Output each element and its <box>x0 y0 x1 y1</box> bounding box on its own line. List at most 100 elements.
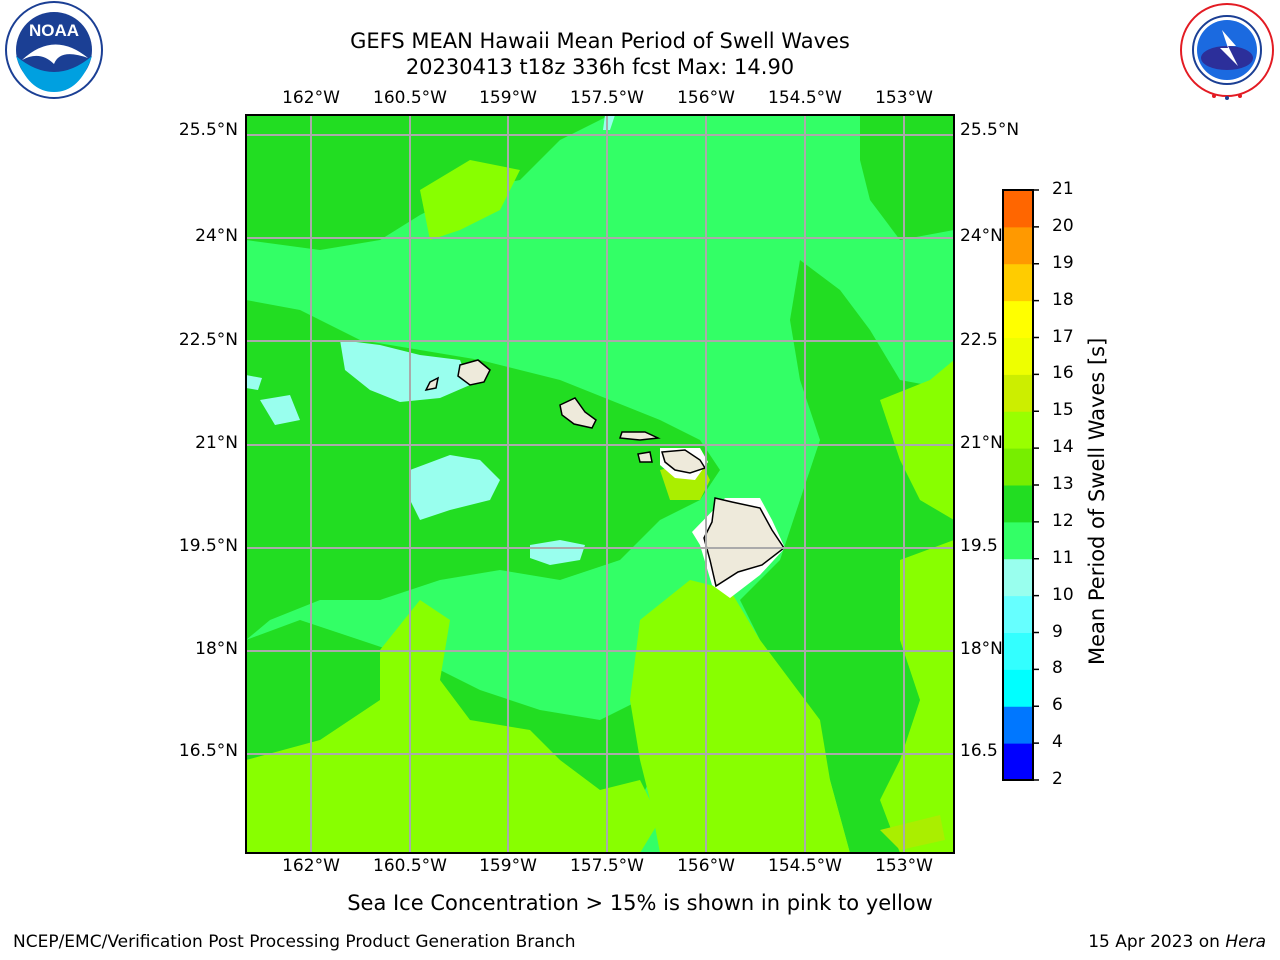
map-base-field <box>246 115 954 853</box>
map-subtitle: 20230413 t18z 336h fcst Max: 14.90 <box>405 55 795 79</box>
colorbar-label: 11 <box>1052 547 1074 568</box>
colorbar-label: 8 <box>1052 658 1063 679</box>
lat-label-right: 24°N <box>960 226 1003 246</box>
lon-label-top: 153°W <box>875 88 933 108</box>
noaa-logo: NOAA <box>5 1 103 99</box>
footer-date-text: 15 Apr 2023 on <box>1088 932 1226 952</box>
contour-band-13-14 <box>660 460 710 500</box>
contour-band-11-12 <box>860 115 954 240</box>
lat-label-right: 21°N <box>960 433 1003 453</box>
colorbar-segment <box>1003 632 1033 670</box>
lat-label-right: 16.5 <box>960 741 998 761</box>
lat-label-left: 24°N <box>195 226 238 246</box>
colorbar-segment <box>1003 521 1033 560</box>
colorbar-label: 2 <box>1052 769 1063 789</box>
colorbar-label: 21 <box>1052 179 1074 199</box>
lon-label-bottom: 157.5°W <box>570 856 644 876</box>
noaa-logo-text: NOAA <box>29 21 79 40</box>
island-hawaii <box>703 497 786 588</box>
contour-band-9-10 <box>410 455 500 520</box>
contour-band-9-10 <box>246 375 262 390</box>
colorbar-label: 14 <box>1052 437 1074 458</box>
island-niihau <box>424 376 440 392</box>
colorbar-segment <box>1003 595 1033 633</box>
lat-label-right: 22.5 <box>960 330 998 350</box>
island-mask-hawaii <box>692 498 785 598</box>
contour-band-12-13 <box>880 540 954 853</box>
lon-label-top: 159°W <box>479 88 537 108</box>
island-lanai <box>637 451 653 463</box>
sea-ice-note: Sea Ice Concentration > 15% is shown in … <box>347 891 933 915</box>
contour-band-9-10 <box>340 340 470 402</box>
lon-label-bottom: 162°W <box>282 856 340 876</box>
colorbar-segment <box>1003 190 1033 228</box>
colorbar-label: 10 <box>1052 584 1074 605</box>
graticule <box>246 115 954 853</box>
colorbar-segment <box>1003 263 1033 302</box>
contour-band-9-10 <box>603 115 615 130</box>
contour-band-12-13 <box>630 580 850 853</box>
map-frame <box>245 114 955 854</box>
contour-band-12-13 <box>880 360 954 520</box>
colorbar-label: 9 <box>1052 621 1063 642</box>
colorbar-segment <box>1003 669 1033 707</box>
footer-date: 15 Apr 2023 on Hera <box>1088 932 1266 952</box>
lat-label-left: 25.5°N <box>178 120 238 140</box>
lat-label-left: 19.5°N <box>178 536 238 556</box>
island-mask-maui <box>660 448 708 480</box>
colorbar-segment <box>1003 374 1033 412</box>
colorbar-label: 20 <box>1052 215 1074 236</box>
lon-label-top: 156°W <box>677 88 735 108</box>
lon-label-top: 162°W <box>282 88 340 108</box>
island-molokai <box>618 431 661 441</box>
colorbar-segment <box>1003 448 1033 486</box>
contour-band-11-12 <box>740 260 954 853</box>
lat-label-right: 18°N <box>960 639 1003 659</box>
map-title: GEFS MEAN Hawaii Mean Period of Swell Wa… <box>350 29 850 53</box>
lat-label-left: 22.5°N <box>178 330 238 350</box>
colorbar-segment <box>1003 300 1033 338</box>
lat-label-left: 21°N <box>195 433 238 453</box>
lon-label-bottom: 154.5°W <box>768 856 842 876</box>
colorbar-label: 13 <box>1052 474 1074 494</box>
contour-band-13-14 <box>880 815 945 850</box>
colorbar-label: 16 <box>1052 363 1074 384</box>
lon-label-top: 157.5°W <box>570 88 644 108</box>
contour-band-11-12 <box>246 115 610 250</box>
colorbar-label: 18 <box>1052 289 1074 310</box>
island-maui <box>661 449 707 474</box>
island-kauai <box>457 359 491 386</box>
colorbar-segment <box>1003 485 1033 523</box>
lon-label-top: 154.5°W <box>768 88 842 108</box>
lon-label-top: 160.5°W <box>373 88 447 108</box>
colorbar-label: 15 <box>1052 400 1074 421</box>
contour-band-11-12 <box>246 300 720 640</box>
lon-label-bottom: 160.5°W <box>373 856 447 876</box>
lon-label-bottom: 159°W <box>479 856 537 876</box>
lat-label-right: 25.5°N <box>960 120 1020 140</box>
contour-band-12-13 <box>246 600 660 853</box>
colorbar-label: 19 <box>1052 252 1074 273</box>
colorbar-segment <box>1003 558 1033 597</box>
colorbar-title: Mean Period of Swell Waves [s] <box>1085 337 1109 665</box>
colorbar-label: 17 <box>1052 326 1074 347</box>
colorbar-segment <box>1003 411 1033 449</box>
colorbar-segment <box>1003 226 1033 265</box>
colorbar-label: 12 <box>1052 510 1074 531</box>
colorbar-segment <box>1003 743 1033 781</box>
footer-host: Hera <box>1225 932 1266 952</box>
colorbar-segment <box>1003 337 1033 375</box>
contour-band-12-13 <box>420 160 520 240</box>
island-oahu <box>559 397 597 429</box>
footer-credit: NCEP/EMC/Verification Post Processing Pr… <box>13 932 576 952</box>
colorbar-label: 6 <box>1052 695 1063 716</box>
lat-label-right: 19.5 <box>960 536 998 556</box>
colorbar-segment <box>1003 706 1033 744</box>
lat-label-left: 18°N <box>195 639 238 659</box>
lon-label-bottom: 156°W <box>677 856 735 876</box>
lon-label-bottom: 153°W <box>875 856 933 876</box>
nws-logo <box>1180 3 1274 100</box>
colorbar-frame <box>1002 189 1034 781</box>
lat-label-left: 16.5°N <box>178 741 238 761</box>
colorbar-label: 4 <box>1052 732 1063 753</box>
